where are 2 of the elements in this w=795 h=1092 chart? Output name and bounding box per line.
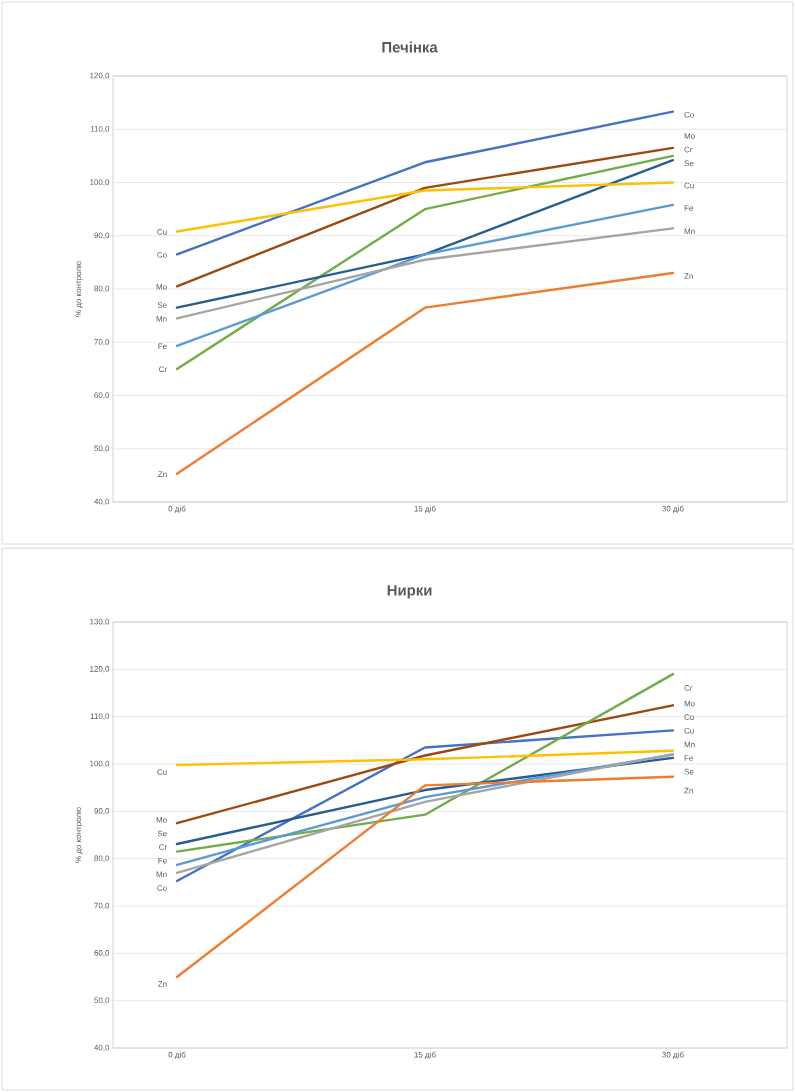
chart-title: Нирки <box>387 585 432 599</box>
chart-title: Печінка <box>382 41 438 53</box>
